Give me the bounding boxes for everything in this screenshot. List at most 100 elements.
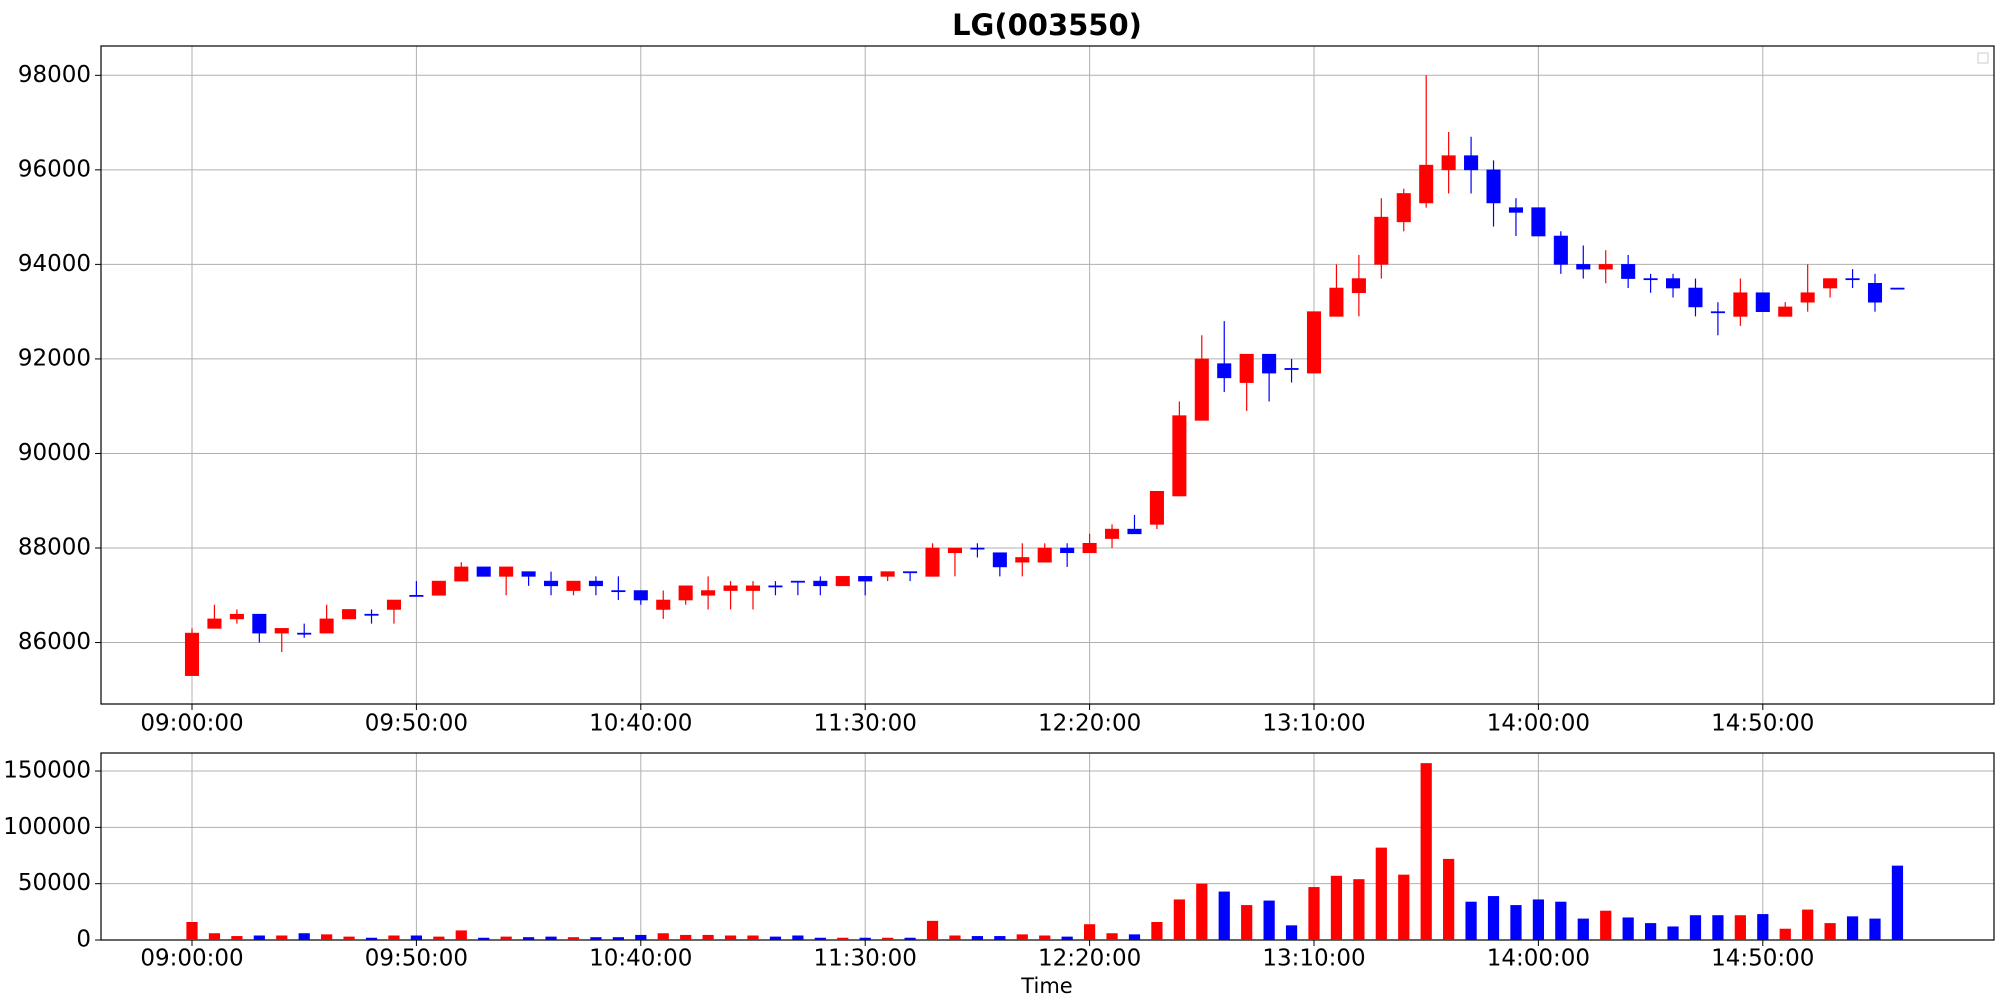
candle-body (1082, 542, 1097, 554)
candle-body (1531, 207, 1546, 237)
volume-bar (388, 935, 400, 940)
candle-body (1553, 235, 1568, 265)
volume-bar (949, 935, 961, 940)
volume-bar (1824, 923, 1836, 940)
volume-bar (1712, 915, 1724, 940)
volume-bar (1241, 905, 1253, 940)
candle-body (544, 580, 559, 587)
volume-bar (186, 921, 198, 940)
candle-body (970, 547, 985, 550)
candle-body (521, 571, 536, 577)
volume-bar (1285, 925, 1298, 940)
y-tick-label: 90000 (18, 440, 91, 466)
volume-bar (500, 936, 512, 940)
volume-bar (1600, 910, 1612, 940)
x-axis-label: Time (1020, 974, 1072, 998)
candle-body (1890, 287, 1905, 290)
volume-bar (208, 933, 221, 940)
candle-body (1508, 207, 1523, 213)
volume-bar (1398, 874, 1410, 940)
x-tick-label: 14:00:00 (1487, 946, 1590, 972)
x-tick-label: 14:50:00 (1711, 711, 1814, 737)
candle-body (1374, 216, 1389, 265)
x-tick-label: 09:00:00 (140, 711, 243, 737)
x-tick-label: 14:00:00 (1487, 711, 1590, 737)
candle-body (1419, 164, 1434, 204)
volume-bar (1128, 934, 1141, 940)
candle-body (678, 585, 693, 601)
volume-bar (343, 936, 355, 940)
candle-body (880, 571, 895, 577)
volume-bar (702, 934, 714, 940)
x-tick-label: 12:20:00 (1038, 711, 1141, 737)
volume-bar (814, 937, 826, 940)
volume-bar (590, 937, 602, 940)
candle-body (1441, 155, 1456, 171)
x-tick-label: 09:50:00 (365, 711, 468, 737)
candle-body (207, 618, 222, 629)
volume-bar (567, 937, 580, 940)
y-tick-label: 94000 (18, 251, 91, 277)
candle-body (342, 609, 357, 620)
volume-bar (994, 936, 1006, 940)
candle-body (386, 599, 401, 610)
y-tick-label: 98000 (18, 62, 91, 88)
volume-bar (478, 937, 490, 940)
volume-bar (365, 937, 378, 940)
candle-body (1262, 353, 1277, 374)
x-tick-label: 09:50:00 (365, 946, 468, 972)
x-tick-label: 14:50:00 (1711, 946, 1814, 972)
volume-bar (1734, 915, 1746, 940)
candle-body (1845, 278, 1860, 281)
volume-bar (1196, 883, 1208, 940)
candle-body (1733, 292, 1748, 317)
candle-body (1105, 528, 1120, 539)
volume-bar (1330, 875, 1343, 940)
volume-bar (231, 936, 243, 940)
volume-bar (635, 934, 647, 940)
candle-body (431, 580, 446, 596)
volume-bar (298, 933, 310, 940)
candle-body (454, 566, 469, 582)
volume-bar (1308, 887, 1320, 940)
volume-bar (882, 937, 894, 940)
volume-bar (1375, 847, 1387, 940)
candle-body (1217, 363, 1232, 379)
x-tick-label: 11:30:00 (814, 946, 917, 972)
volume-bar (1263, 900, 1275, 940)
volume-bar (1757, 914, 1769, 940)
y-tick-label: 150000 (3, 758, 91, 784)
candle-body (835, 576, 850, 587)
candle-body (1867, 282, 1883, 303)
candle-body (790, 580, 805, 583)
volume-bar (1689, 915, 1702, 940)
candle-body (1800, 292, 1815, 303)
candle-body (611, 590, 626, 593)
volume-bar (724, 935, 737, 940)
volume-bar (1353, 879, 1365, 940)
volume-bar (837, 937, 849, 940)
volume-bar (1061, 936, 1073, 940)
candle-body (768, 585, 783, 588)
volume-bar (1173, 899, 1185, 940)
volume-bar (545, 936, 557, 940)
candle-body (903, 571, 918, 574)
volume-bar (1465, 901, 1477, 940)
volume-bar (1622, 917, 1634, 940)
candle-body (1621, 264, 1636, 279)
candle-body (297, 632, 312, 635)
candle-body (723, 585, 738, 591)
candle-body (1823, 278, 1838, 289)
volume-bar (321, 934, 333, 940)
y-tick-label: 86000 (18, 629, 91, 655)
candle-body (745, 585, 761, 591)
volume-bar (522, 937, 535, 940)
candle-body (1576, 264, 1591, 270)
volume-bar (1891, 865, 1904, 940)
volume-bar (1151, 921, 1163, 940)
legend (1977, 52, 1989, 64)
candle-body (319, 618, 334, 634)
volume-bar (859, 937, 871, 940)
volume-bar (792, 935, 804, 940)
